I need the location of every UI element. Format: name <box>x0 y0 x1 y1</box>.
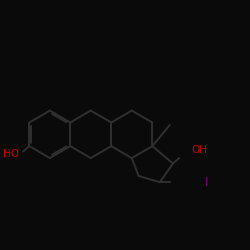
Text: HO: HO <box>3 148 19 158</box>
Text: I: I <box>204 176 208 189</box>
Text: OH: OH <box>191 145 207 155</box>
